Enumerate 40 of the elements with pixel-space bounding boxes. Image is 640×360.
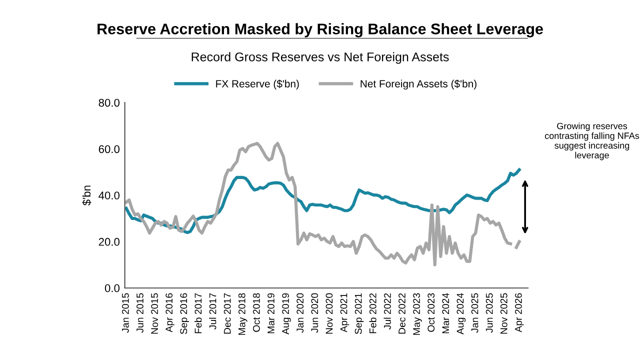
x-tick-label: Nov 2015	[151, 293, 158, 334]
x-tick-label: Jul 2017	[209, 293, 216, 330]
x-tick-label: Sep 2016	[180, 293, 190, 334]
x-tick-label: Dec 2017	[224, 293, 231, 334]
x-tick-label: Jan 2015	[122, 293, 129, 333]
x-tick-label: Jun 2015	[136, 293, 144, 333]
y-tick-label: 0.0	[104, 284, 120, 292]
x-tick-label: Nov 2020	[326, 293, 333, 334]
x-tick-label: Jan 2020	[296, 293, 304, 333]
x-tick-label: Feb 2017	[194, 293, 202, 334]
chart-title: Reserve Accretion Masked by Rising Balance Sheet Leverage	[98, 23, 543, 38]
x-tick-label: Mar 2019	[268, 293, 274, 334]
x-tick-label: Jul 2022	[384, 293, 391, 330]
x-tick-label: Aug 2024	[456, 293, 466, 334]
y-tick-label: 80.0	[98, 98, 120, 107]
chart-subtitle: Record Gross Reserves vs Net Foreign Assets	[192, 52, 449, 64]
legend-label: Net Foreign Assets ($'bn)	[360, 80, 476, 90]
x-tick-label: May 2018	[238, 293, 248, 335]
x-tick-label: Jun 2020	[311, 293, 318, 333]
x-tick-label: Dec 2022	[398, 293, 406, 334]
line-series	[124, 168, 521, 234]
x-tick-label: Nov 2025	[500, 293, 508, 334]
legend-label: FX Reserve ($'bn)	[216, 80, 299, 90]
x-tick-label: Apr 2021	[340, 293, 350, 332]
x-tick-label: May 2023	[413, 293, 422, 335]
x-tick-label: Aug 2019	[282, 293, 291, 334]
x-tick-label: Sep 2021	[354, 293, 364, 334]
x-tick-label: Oct 2018	[252, 293, 260, 332]
x-tick-label: Jan 2025	[471, 293, 478, 333]
y-tick-label: 40.0	[98, 192, 120, 200]
x-tick-label: Jun 2025	[486, 293, 493, 333]
x-tick-label: Apr 2026	[514, 293, 524, 332]
y-tick-label: 60.0	[98, 145, 120, 154]
x-tick-label: Mar 2024	[442, 293, 450, 334]
x-tick-label: Oct 2023	[428, 293, 435, 332]
x-tick-label: Feb 2022	[369, 293, 376, 334]
text: Growing reserves contrasting falling NFAs suggest increasing leverage	[544, 122, 640, 160]
y-tick-label: 20.0	[98, 238, 120, 246]
x-tick-label: Apr 2016	[166, 293, 174, 332]
y-axis-title: $'bn	[82, 186, 92, 206]
